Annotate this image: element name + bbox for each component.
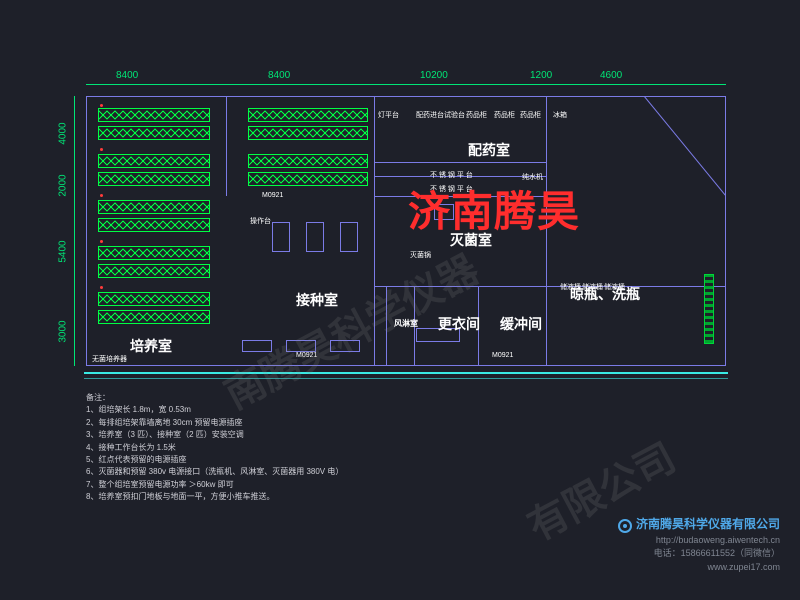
culture-rack <box>248 154 368 168</box>
wall-h3 <box>374 162 546 163</box>
main-watermark: 济南腾昊 <box>408 178 580 239</box>
lbl-door3: M0921 <box>492 352 513 359</box>
cyan-bottom2 <box>84 378 728 379</box>
culture-rack <box>98 264 210 278</box>
vert-rack <box>704 274 714 344</box>
outlet-dot <box>100 148 103 151</box>
culture-rack <box>98 200 210 214</box>
culture-rack <box>98 292 210 306</box>
lbl-worktable: 操作台 <box>250 216 271 226</box>
culture-rack <box>248 126 368 140</box>
notes-block: 备注： 1、组培架长 1.8m，宽 0.53m2、每排组培架靠墙离地 30cm … <box>86 392 343 504</box>
lbl-mix: 配药进台试验台 <box>416 110 465 120</box>
company-name: 济南腾昊科学仪器有限公司 <box>636 517 780 531</box>
bench <box>306 222 324 252</box>
culture-rack <box>98 172 210 186</box>
lbl-shelf3: 药品柜 <box>520 110 541 120</box>
note-line: 1、组培架长 1.8m，宽 0.53m <box>86 404 343 416</box>
bench <box>340 222 358 252</box>
outlet-dot <box>100 194 103 197</box>
lbl-shelf: 药品柜 <box>466 110 487 120</box>
lbl-light: 灯平台 <box>378 110 399 120</box>
company-block: 济南腾昊科学仪器有限公司 http://budaoweng.aiwentech.… <box>617 515 780 574</box>
room-dressing: 更衣间 <box>438 314 480 334</box>
dim-left-line <box>74 96 75 366</box>
company-tel: 电话：15866611552（同微信） <box>654 548 780 558</box>
dim-top: 4600 <box>600 70 622 81</box>
company-site: www.zupei17.com <box>707 562 780 572</box>
room-dispense: 配药室 <box>468 140 510 160</box>
lbl-fridge: 冰箱 <box>553 110 567 120</box>
note-line: 7、整个组培室预留电源功率 ＞60kw 即可 <box>86 479 343 491</box>
culture-rack <box>98 154 210 168</box>
culture-rack <box>98 108 210 122</box>
dim-top-line <box>86 84 726 85</box>
note-line: 3、培养室（3 匹）、接种室（2 匹）安装空调 <box>86 429 343 441</box>
note-line: 2、每排组培架靠墙离地 30cm 预留电源插座 <box>86 417 343 429</box>
room-buffer: 缓冲间 <box>500 314 542 334</box>
lbl-door1: M0921 <box>262 192 283 199</box>
bench <box>272 222 290 252</box>
room-culture: 培养室 <box>130 336 172 356</box>
culture-rack <box>98 310 210 324</box>
culture-rack <box>248 108 368 122</box>
dim-left: 2000 <box>58 174 69 196</box>
culture-rack <box>98 218 210 232</box>
lbl-tank3: 储液桶 <box>604 282 625 292</box>
outlet-dot <box>100 286 103 289</box>
note-line: 8、培养室预扣门地板与地面一平，方便小推车推送。 <box>86 491 343 503</box>
note-line: 6、灭菌器和预留 380v 电源接口（洗瓶机、风淋室、灭菌器用 380V 电） <box>86 466 343 478</box>
dim-left: 4000 <box>58 122 69 144</box>
dim-left: 5400 <box>58 240 69 262</box>
note-line: 5、红点代表预留的电源插座 <box>86 454 343 466</box>
dim-top: 1200 <box>530 70 552 81</box>
culture-rack <box>98 126 210 140</box>
lbl-cabinet1: 无菌培养器 <box>92 354 127 364</box>
notes-title: 备注： <box>86 392 343 404</box>
lbl-shelf2: 药品柜 <box>494 110 515 120</box>
culture-rack <box>98 246 210 260</box>
wall-v1 <box>226 96 227 196</box>
dim-top: 10200 <box>420 70 448 81</box>
company-web: http://budaoweng.aiwentech.cn <box>656 535 780 545</box>
cyan-bottom <box>84 372 728 374</box>
outlet-dot <box>100 240 103 243</box>
outlet-dot <box>100 104 103 107</box>
lbl-tank: 储液桶 <box>560 282 581 292</box>
culture-rack <box>248 172 368 186</box>
dim-left: 3000 <box>58 320 69 342</box>
logo-icon <box>617 518 633 534</box>
lbl-tank2: 储液桶 <box>582 282 603 292</box>
note-line: 4、接种工作台长为 1.5米 <box>86 442 343 454</box>
dim-top: 8400 <box>116 70 138 81</box>
dim-top: 8400 <box>268 70 290 81</box>
